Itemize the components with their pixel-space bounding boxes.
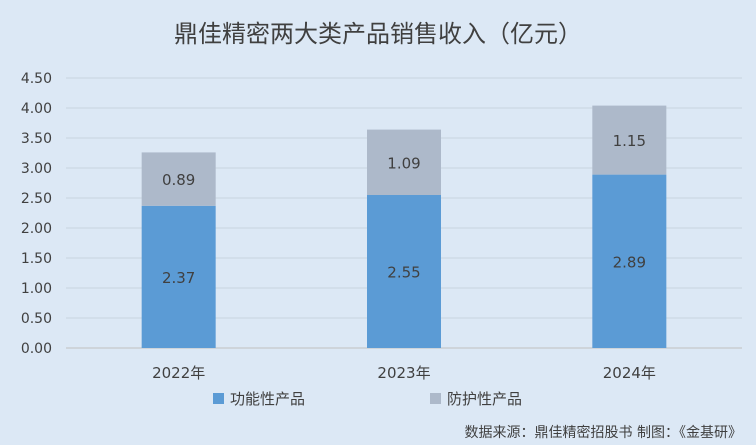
y-tick-label: 3.50 xyxy=(21,131,52,147)
bar-segment xyxy=(592,105,667,175)
y-tick-label: 4.50 xyxy=(21,71,52,87)
legend-label: 功能性产品 xyxy=(230,390,305,408)
x-category-label: 2022年 xyxy=(152,364,205,382)
bar-segment xyxy=(367,195,441,348)
y-tick-label: 2.00 xyxy=(21,221,52,237)
x-category-label: 2023年 xyxy=(377,364,430,382)
data-label: 1.09 xyxy=(387,154,420,172)
y-axis-ticks: 0.00 0.50 1.00 1.50 2.00 2.50 3.00 3.50 4.00 4.50 xyxy=(21,71,52,357)
y-tick-label: 2.50 xyxy=(21,191,52,207)
bar-segment xyxy=(592,174,667,348)
x-axis-categories: 2022年 2023年 2024年 xyxy=(152,364,656,382)
chart-title: 鼎佳精密两大类产品销售收入（亿元） xyxy=(174,20,582,48)
y-tick-label: 0.00 xyxy=(21,341,52,357)
data-label: 1.15 xyxy=(613,132,646,150)
legend-swatch xyxy=(430,393,441,404)
data-label: 2.37 xyxy=(162,269,195,287)
bar-segment xyxy=(141,205,216,348)
bar-segment xyxy=(367,129,441,195)
bar-segment xyxy=(141,152,216,206)
x-category-label: 2024年 xyxy=(603,364,656,382)
data-label: 2.89 xyxy=(613,253,646,271)
legend-swatch xyxy=(213,393,224,404)
bars: 2.37 0.89 2.55 1.09 2.89 1.15 xyxy=(141,105,667,348)
data-label: 0.89 xyxy=(162,171,195,189)
y-tick-label: 4.00 xyxy=(21,101,52,117)
data-label: 2.55 xyxy=(387,264,420,282)
legend-label: 防护性产品 xyxy=(447,390,522,408)
y-tick-label: 1.00 xyxy=(21,281,52,297)
source-note: 数据来源：鼎佳精密招股书 制图：《金基研》 xyxy=(465,424,742,441)
y-tick-label: 3.00 xyxy=(21,161,52,177)
y-tick-label: 1.50 xyxy=(21,251,52,267)
legend: 功能性产品 防护性产品 xyxy=(213,390,522,408)
y-tick-label: 0.50 xyxy=(21,311,52,327)
